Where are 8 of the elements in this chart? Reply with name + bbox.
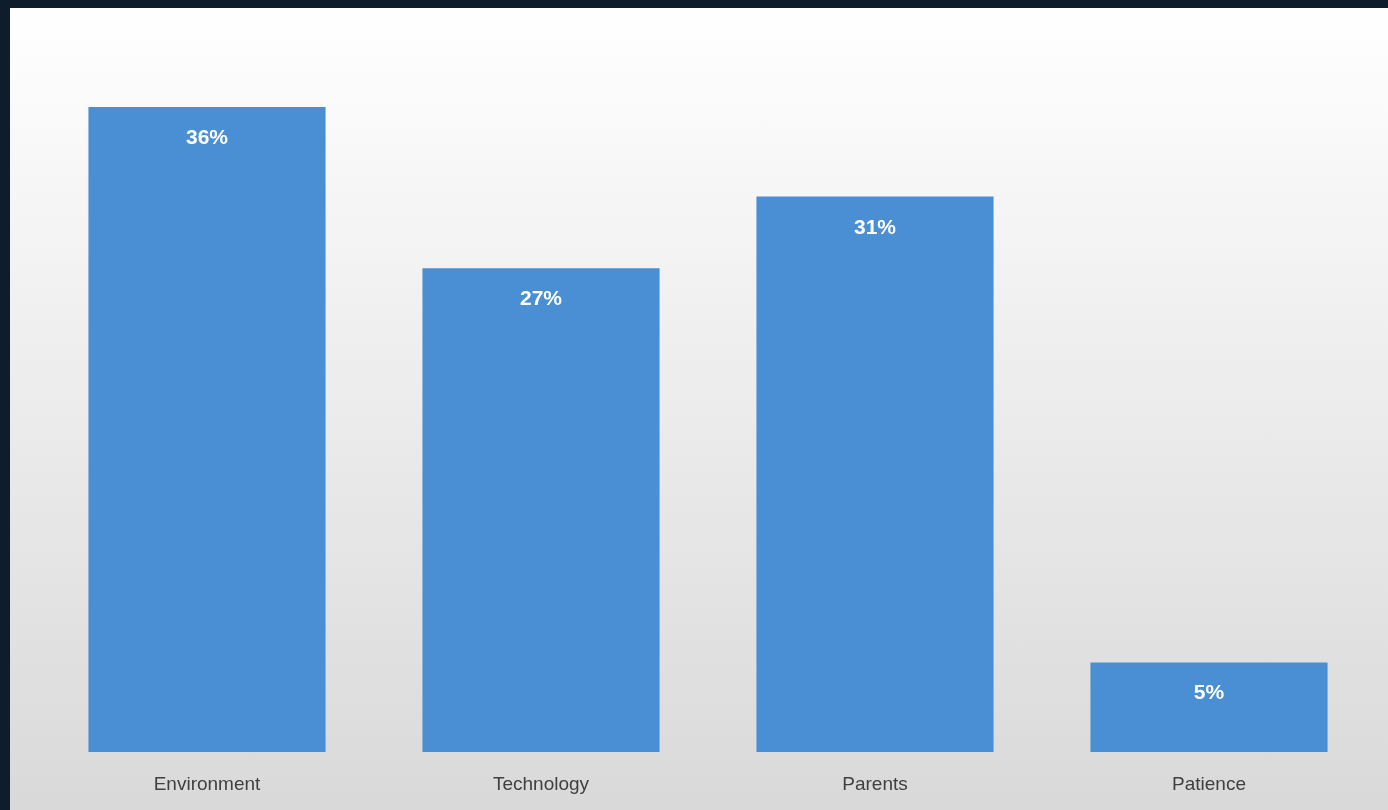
data-label: 31% <box>853 214 897 238</box>
x-tick-label: Technology <box>492 772 590 794</box>
x-tick-label: Parents <box>842 772 908 794</box>
x-tick-label: Patience <box>1172 772 1246 794</box>
data-label: 5% <box>1193 680 1225 704</box>
data-label: 36% <box>185 125 229 148</box>
x-tick-label: Environment <box>153 772 262 794</box>
data-label: 27% <box>519 286 563 310</box>
